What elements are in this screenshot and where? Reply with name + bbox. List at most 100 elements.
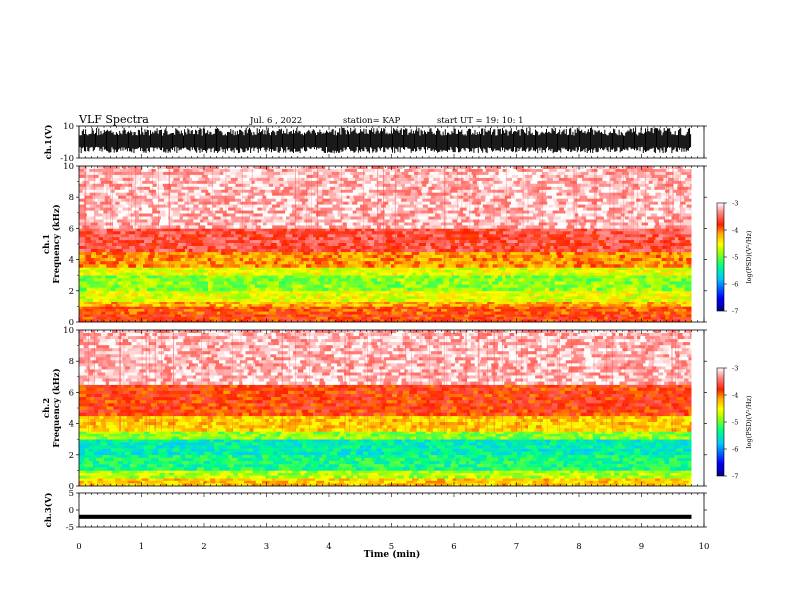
ch1-spectrogram-cell — [105, 258, 112, 262]
ch1-spectrogram-cell — [556, 311, 562, 315]
ch1-spectrogram-cell — [172, 296, 180, 300]
ch1-spectrogram-cell — [215, 254, 223, 259]
ch1-spectrogram-cell — [648, 183, 655, 188]
ch1-spectrogram-cell — [456, 243, 461, 247]
ch1-spectrogram-cell — [132, 183, 136, 188]
ch1-spectrogram-cell — [263, 228, 270, 232]
ch1-spectrogram-cell — [500, 177, 507, 182]
ch1-spectrogram-cell — [445, 171, 450, 176]
ch1-spectrogram-cell — [166, 169, 174, 173]
ch1-spectrogram-cell — [672, 301, 677, 305]
ch1-spectrogram-cell — [521, 304, 529, 307]
ch1-spectrogram-cell — [584, 270, 591, 273]
ch1-spectrogram-cell — [546, 231, 550, 235]
ch1-spectrogram-cell — [524, 240, 532, 244]
ch1-spectrogram-cell — [203, 243, 208, 247]
ch1-spectrogram-cell — [449, 231, 457, 235]
ch1-spectrogram-cell — [83, 301, 89, 305]
ch1-spectrogram-cell — [284, 290, 290, 294]
ch1-spectrogram-cell — [598, 166, 603, 170]
ch1-spectrogram-cell — [334, 272, 342, 276]
ch1-spectrogram-cell — [390, 261, 395, 265]
ch1-spectrogram-cell — [546, 309, 555, 312]
ch1-spectrogram-cell — [212, 275, 217, 279]
ch1-spectrogram-cell — [436, 254, 444, 259]
ch1-spectrogram-cell — [456, 231, 463, 235]
ch1-spectrogram-cell — [571, 261, 578, 265]
ch1-spectrogram-cell — [550, 281, 555, 285]
ch1-spectrogram-cell — [425, 316, 432, 320]
ch1-spectrogram-cell — [645, 234, 653, 238]
ch1-spectrogram-cell — [208, 314, 216, 318]
ch1-spectrogram-cell — [420, 261, 428, 265]
ch1-spectrogram-cell — [505, 251, 511, 256]
ch1-spectrogram-cell — [361, 228, 366, 232]
ch1-spectrogram-cell — [304, 304, 311, 307]
ch1-spectrogram-cell — [320, 275, 328, 279]
ch1-spectrogram-cell — [120, 228, 128, 232]
ch1-spectrogram-cell — [368, 231, 373, 235]
ch1-spectrogram-cell — [498, 267, 506, 271]
ch1-spectrogram-cell — [204, 299, 210, 302]
ch1-spectrogram-cell — [590, 174, 597, 179]
ch1-spectrogram-cell — [640, 306, 644, 310]
ch1-spectrogram-cell — [689, 281, 692, 285]
ch1-spectrogram-cell — [591, 275, 597, 279]
ch1-spectrogram-cell — [354, 281, 361, 285]
ch1-spectrogram-cell — [538, 299, 547, 302]
ch1-spectrogram-cell — [394, 281, 401, 285]
ch1-spectrogram-cell — [266, 258, 273, 262]
ch1-spectrogram-cell — [460, 243, 465, 247]
ch1-spectrogram-cell — [136, 240, 145, 244]
ch1-spectrogram-cell — [596, 231, 600, 235]
ch1-spectrogram-cell — [148, 309, 156, 312]
ch1-spectrogram-cell — [586, 304, 594, 307]
ch1-spectrogram-cell — [302, 174, 307, 179]
ch1-spectrogram-cell — [316, 264, 324, 268]
ch1-spectrogram-cell — [224, 275, 229, 279]
ch1-spectrogram-cell — [184, 267, 189, 271]
ch1-spectrogram-cell — [667, 254, 672, 259]
ch1-spectrogram-cell — [91, 171, 99, 176]
ch1-spectrogram-cell — [430, 231, 435, 235]
ch1-spectrogram-cell — [263, 272, 268, 276]
ch1-spectrogram-cell — [411, 287, 420, 292]
ch1-spectrogram-cell — [294, 180, 301, 185]
ch1-spectrogram-cell — [184, 254, 189, 259]
ch1-spectrogram-cell — [606, 243, 612, 247]
ch1-spectrogram-cell — [318, 177, 323, 182]
ch1-spectrogram-cell — [214, 231, 219, 235]
figure-title: VLF Spectra — [78, 113, 149, 126]
ch1-spectrogram-cell — [586, 284, 595, 288]
ch1-spectrogram-cell — [437, 192, 444, 196]
ch1-spectrogram-cell — [676, 301, 683, 305]
ch1-spectrogram-cell — [248, 272, 254, 276]
ch1-spectrogram-cell — [267, 275, 275, 279]
ch1-spectrogram-cell — [669, 316, 674, 320]
ch1-spectrogram-cell — [508, 171, 517, 176]
ch1-spectrogram-cell — [468, 248, 475, 253]
ch1-spectrogram-cell — [468, 304, 474, 307]
ch1-spectrogram-cell — [336, 293, 341, 297]
ch1-spectrogram-cell — [454, 261, 463, 265]
ch1-spectrogram-cell — [466, 237, 474, 241]
ch1-spectrogram-cell — [579, 309, 585, 312]
ch1-spectrogram-cell — [121, 243, 128, 247]
ch1-spectrogram-cell — [502, 192, 510, 196]
ch1-spectrogram-cell — [665, 316, 670, 320]
ch1-spectrogram-cell — [384, 243, 391, 247]
ch1-spectrogram-cell — [573, 316, 579, 320]
ch1-spectrogram-cell — [365, 189, 370, 194]
ch1-spectrogram-cell — [335, 319, 342, 323]
ch1-spectrogram-cell — [166, 251, 173, 256]
ch1-spectrogram-cell — [251, 287, 257, 292]
ch1-spectrogram-cell — [471, 264, 475, 268]
ch1-spectrogram-cell — [493, 180, 500, 185]
ch1-spectrogram-cell — [179, 278, 185, 282]
ch1-spectrogram-cell — [407, 264, 413, 268]
ch1-spectrogram-cell — [636, 309, 642, 312]
ch1-spectrogram-cell — [79, 189, 84, 194]
ch1-spectrogram-cell — [395, 319, 402, 323]
ch1-spectrogram-cell — [90, 267, 96, 271]
ch1-spectrogram-cell — [680, 293, 687, 297]
